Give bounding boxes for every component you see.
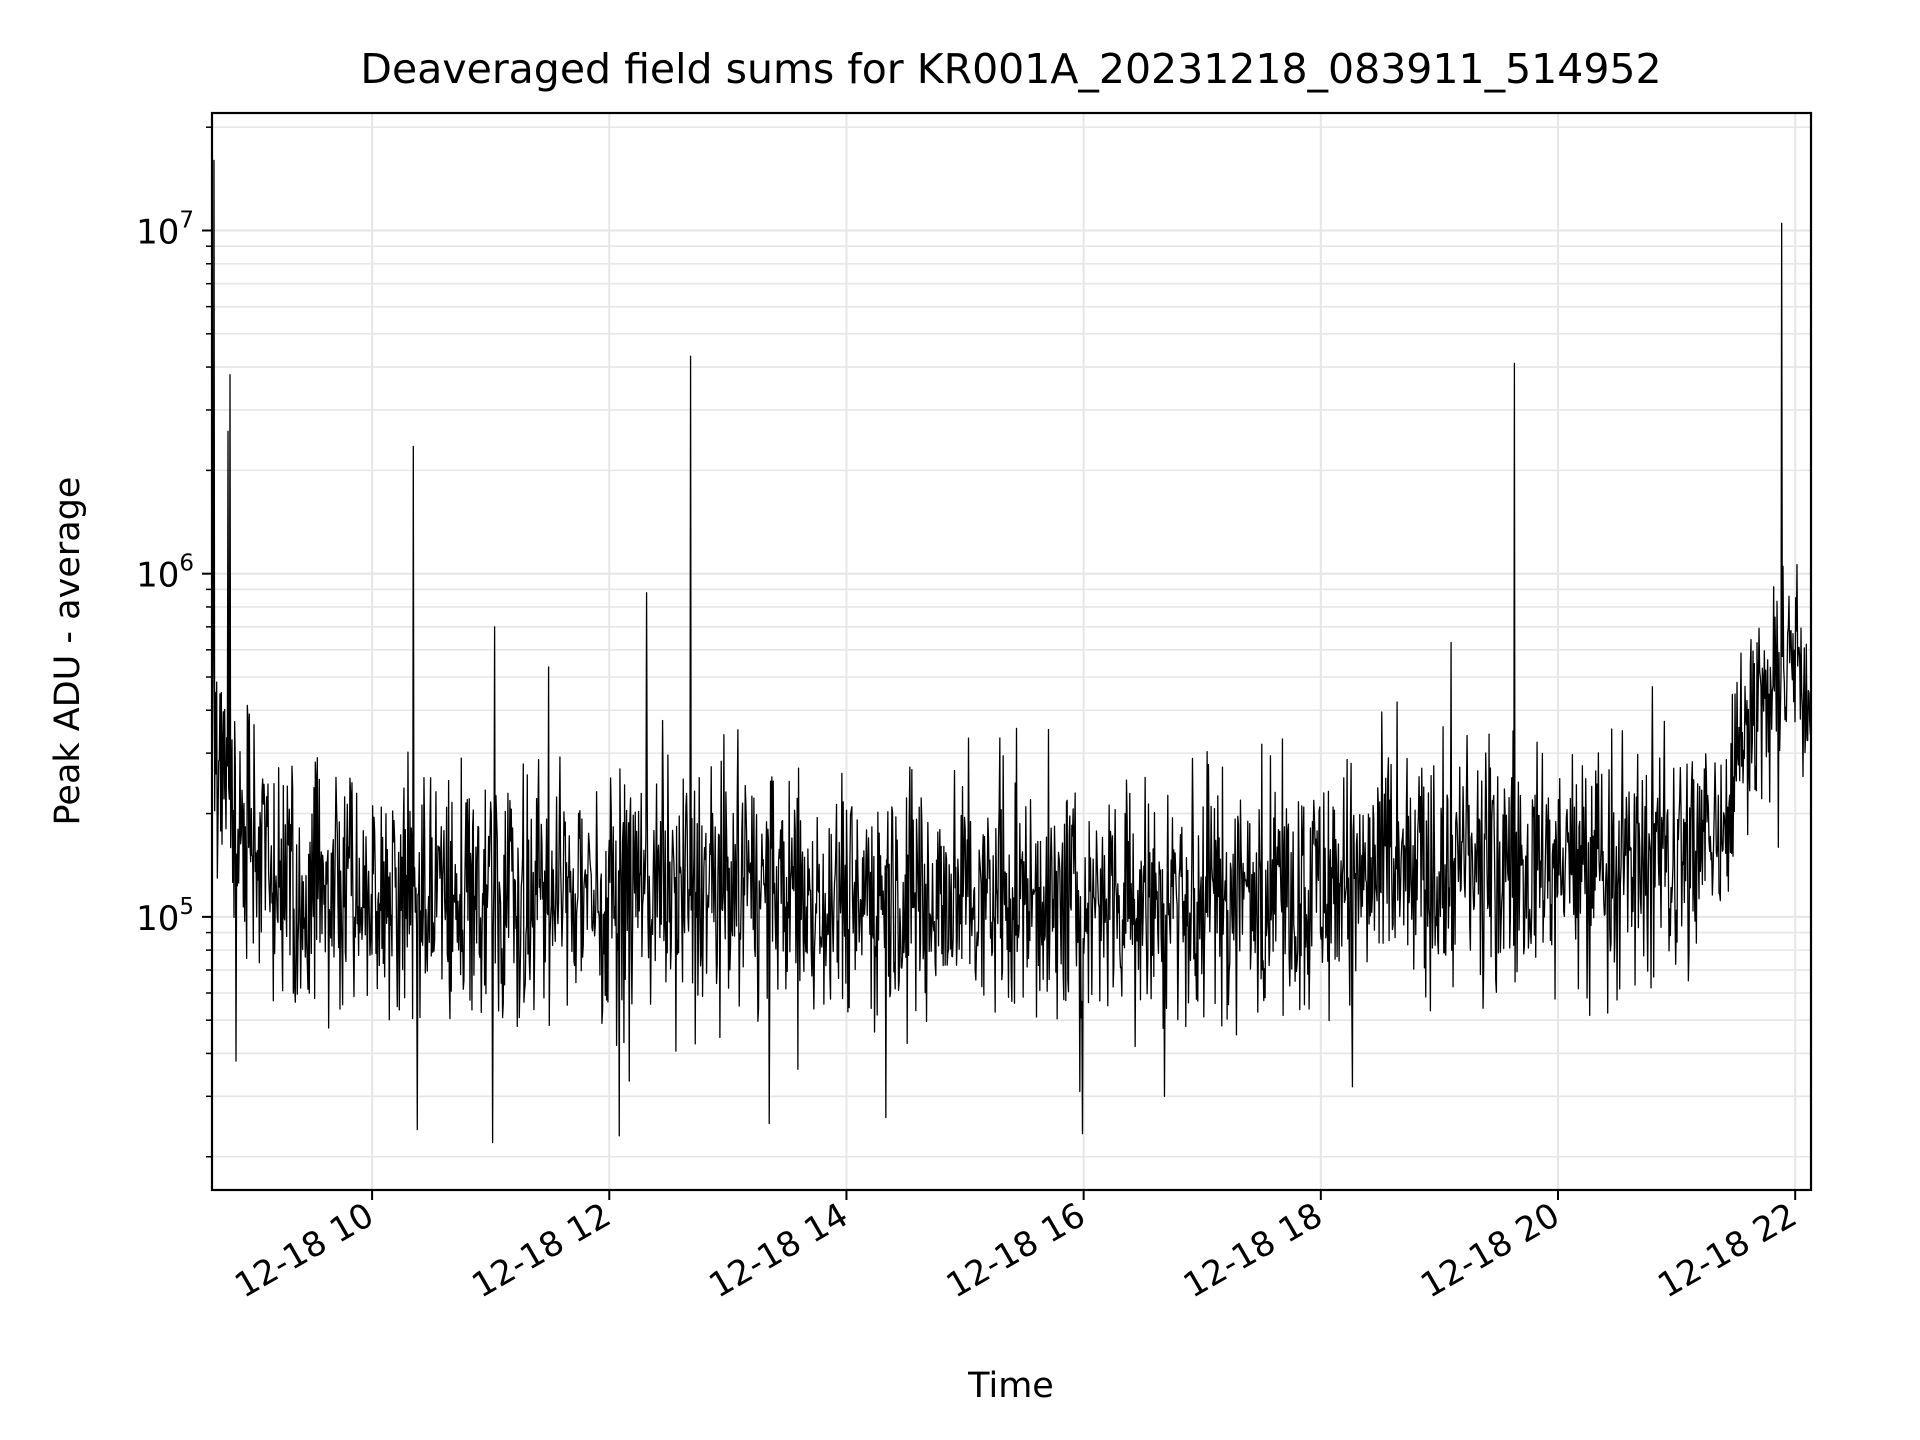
- y-axis-label: Peak ADU - average: [48, 477, 88, 826]
- x-axis-label: Time: [967, 1366, 1054, 1406]
- plot-frame: [210, 111, 1813, 1192]
- data-series: [211, 159, 1812, 1144]
- y-tick-label: 105: [136, 894, 194, 939]
- y-tick-label: 106: [136, 551, 194, 596]
- chart-title: Deaveraged field sums for KR001A_2023121…: [360, 45, 1661, 93]
- series-line: [211, 159, 1812, 1144]
- y-tick-label: 107: [136, 208, 194, 253]
- y-axis-ticks: 105 106 107: [136, 126, 212, 1158]
